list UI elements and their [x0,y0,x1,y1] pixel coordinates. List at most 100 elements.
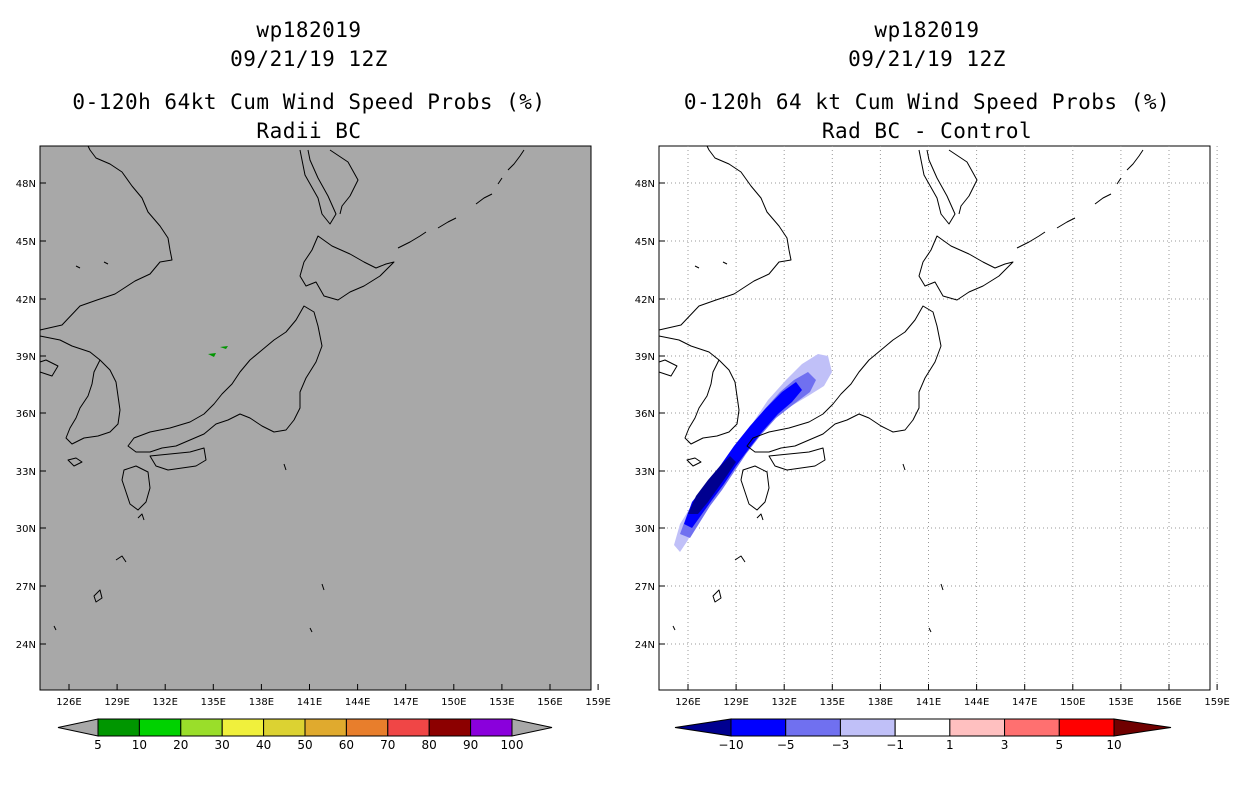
latitude-labels: 48N 45N 42N 39N 36N 33N 30N 27N 24N [635,179,665,651]
lon-label: 138E [249,697,274,708]
coastlines [658,145,1144,633]
lon-label: 156E [1156,697,1181,708]
colorbar-swatch [263,718,306,737]
storm-id-title: wp182019 [874,18,980,42]
lon-label: 141E [297,697,322,708]
colorbar: −10 −5 −3 −1 1 3 5 10 [674,718,1172,752]
colorbar-label: 50 [297,738,312,752]
lon-label: 132E [152,697,177,708]
lon-label: 132E [771,697,796,708]
colorbar-swatch [730,718,787,737]
lon-label: 147E [393,697,418,708]
colorbar: 5 10 20 30 40 50 60 70 80 90 100 [57,718,553,752]
latitude-labels: 48N 45N 42N 39N 36N 33N 30N 27N 24N [16,179,46,651]
colorbar-label: 5 [1055,738,1063,752]
subtitle: Rad BC - Control [821,119,1033,143]
colorbar-label: 10 [1106,738,1121,752]
lon-label: 153E [489,697,514,708]
lon-label: 150E [1060,697,1085,708]
colorbar-swatch [304,718,347,737]
lat-label: 36N [635,409,655,420]
colorbar-swatch [839,718,896,737]
subtitle: Radii BC [256,119,362,143]
colorbar-label: 20 [173,738,188,752]
longitude-labels: 126E 129E 132E 135E 138E 141E 144E 147E 150E 153E… [675,684,1230,708]
lat-label: 33N [635,467,655,478]
colorbar-high-end [511,718,553,737]
right-panel: wp182019 09/21/19 12Z 0-120h 64 kt Cum W… [618,0,1236,800]
lon-label: 126E [675,697,700,708]
lat-label: 45N [16,237,36,248]
colorbar-label: 1 [946,738,954,752]
lon-label: 147E [1012,697,1037,708]
lat-label: 45N [635,237,655,248]
colorbar-high-end [1113,718,1172,737]
lat-label: 30N [635,524,655,535]
longitude-labels: 126E 129E 132E 135E 138E 141E 144E 147E 150E 153E… [56,684,611,708]
lon-label: 144E [345,697,370,708]
colorbar-swatch [1058,718,1115,737]
colorbar-label: −1 [886,738,904,752]
colorbar-label: 60 [339,738,354,752]
lat-label: 30N [16,524,36,535]
colorbar-label: 90 [463,738,478,752]
colorbar-label: 30 [215,738,230,752]
lon-label: 126E [56,697,81,708]
datetime-title: 09/21/19 12Z [848,47,1006,71]
lon-label: 135E [201,697,226,708]
lat-label: 24N [16,640,36,651]
colorbar-low-end [57,718,99,737]
lat-label: 24N [635,640,655,651]
colorbar-swatch [1004,718,1060,737]
lat-label: 42N [635,295,655,306]
lon-label: 135E [820,697,845,708]
lat-label: 33N [16,467,36,478]
lat-label: 27N [16,582,36,593]
datetime-title: 09/21/19 12Z [230,47,388,71]
colorbar-label: 70 [380,738,395,752]
colorbar-swatch [894,718,951,737]
product-title: 0-120h 64kt Cum Wind Speed Probs (%) [72,90,546,114]
colorbar-swatch [97,718,140,737]
lon-label: 129E [104,697,129,708]
grid-lines [659,146,1218,690]
colorbar-label: 100 [501,738,524,752]
colorbar-low-end [674,718,732,737]
diff-area-minus-10 [688,456,736,514]
lon-label: 138E [868,697,893,708]
colorbar-label: 3 [1001,738,1009,752]
left-panel: wp182019 09/21/19 12Z 0-120h 64kt Cum Wi… [16,18,611,752]
lon-label: 156E [537,697,562,708]
lon-label: 159E [1204,697,1229,708]
diff-area-minus-3 [680,372,816,538]
colorbar-swatch [387,718,430,737]
lon-label: 144E [964,697,989,708]
colorbar-label: −5 [777,738,795,752]
colorbar-swatch [428,718,472,737]
lon-label: 159E [585,697,610,708]
lon-label: 150E [441,697,466,708]
colorbar-swatch [221,718,265,737]
colorbar-swatch [785,718,841,737]
colorbar-label: −10 [718,738,743,752]
lat-label: 39N [16,352,36,363]
colorbar-label: 80 [422,738,437,752]
colorbar-swatch [138,718,182,737]
colorbar-swatch [180,718,223,737]
colorbar-label: 10 [132,738,147,752]
prob-contours [208,346,228,357]
product-title: 0-120h 64 kt Cum Wind Speed Probs (%) [683,90,1171,114]
map-plot-area [658,145,1211,691]
diff-area-minus-5 [684,382,802,528]
coastlines [39,145,525,633]
lat-label: 42N [16,295,36,306]
lat-label: 48N [16,179,36,190]
storm-id-title: wp182019 [256,18,362,42]
lon-label: 129E [723,697,748,708]
lat-label: 48N [635,179,655,190]
diff-area-minus-1 [674,354,832,552]
colorbar-swatch [470,718,513,737]
prob-contour [220,346,228,349]
prob-contour [208,353,216,357]
colorbar-swatch [345,718,389,737]
